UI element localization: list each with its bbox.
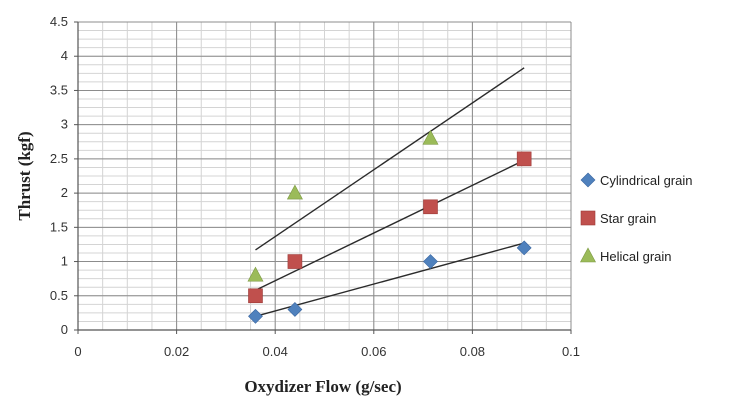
y-tick-label: 0.5 [50, 288, 68, 303]
data-point-triangle [286, 184, 303, 200]
x-tick-label: 0.06 [361, 344, 386, 359]
y-tick-labels: 0 0.5 1 1.5 2 2.5 3 3.5 4 4.5 [50, 14, 68, 337]
x-tick-label: 0.1 [562, 344, 580, 359]
data-point-diamond [287, 302, 303, 317]
legend-marker-diamond [580, 172, 596, 188]
y-tick-label: 3 [61, 117, 68, 132]
x-tick-label: 0 [74, 344, 81, 359]
y-tick-label: 1.5 [50, 219, 68, 234]
data-point-square [423, 199, 438, 215]
y-axis-title: Thrust (kgf) [15, 131, 34, 220]
data-point-square [287, 254, 303, 269]
data-points [247, 129, 532, 324]
y-tick-label: 4.5 [50, 14, 68, 29]
data-point-diamond [516, 240, 532, 256]
y-tick-label: 2 [61, 185, 68, 200]
y-tick-label: 0 [61, 322, 68, 337]
data-point-triangle [247, 266, 264, 282]
x-tick-label: 0.08 [460, 344, 485, 359]
y-tick-label: 3.5 [50, 82, 68, 97]
y-tick-label: 1 [61, 254, 68, 269]
trendline [255, 242, 525, 317]
legend-label: Star grain [600, 211, 656, 226]
data-point-square [516, 151, 532, 167]
y-tick-label: 4 [61, 48, 68, 63]
legend-label: Helical grain [600, 249, 672, 264]
data-point-triangle [422, 129, 439, 145]
data-point-square [248, 288, 263, 304]
y-tick-label: 2.5 [50, 151, 68, 166]
data-point-diamond [423, 254, 438, 269]
legend-marker-square [580, 210, 596, 226]
x-axis-title: Oxydizer Flow (g/sec) [244, 377, 401, 396]
x-tick-label: 0.04 [263, 344, 288, 359]
plot-grid [78, 21, 572, 330]
x-tick-label: 0.02 [164, 344, 189, 359]
trendline [255, 67, 525, 251]
data-point-diamond [248, 308, 263, 324]
plot-axes [74, 21, 572, 334]
legend: Cylindrical grain Star grain Helical grain [579, 172, 692, 264]
x-tick-labels: 0 0.02 0.04 0.06 0.08 0.1 [74, 344, 580, 359]
legend-label: Cylindrical grain [600, 173, 692, 188]
legend-marker-triangle [579, 247, 597, 263]
